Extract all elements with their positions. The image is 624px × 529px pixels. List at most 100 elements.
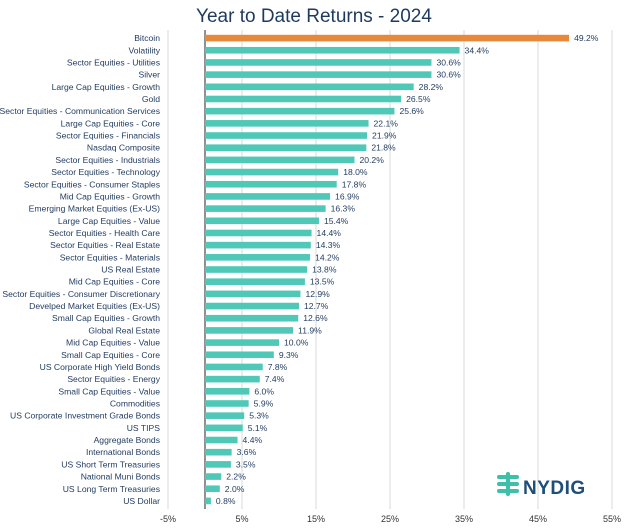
value-label: 3.5% [236, 459, 256, 469]
bar [205, 497, 211, 505]
category-label: Large Cap Equities - Growth [52, 82, 161, 92]
bar [205, 193, 331, 200]
bar [205, 71, 432, 78]
bar [205, 400, 249, 407]
value-label: 11.9% [298, 325, 322, 335]
value-label: 7.8% [268, 362, 288, 372]
value-label: 10.0% [284, 338, 309, 348]
value-label: 12.6% [303, 313, 328, 323]
bar [205, 375, 260, 383]
bar [205, 107, 395, 115]
value-label: 12.9% [305, 289, 330, 299]
category-label: Large Cap Equities - Core [61, 118, 161, 128]
chart-title: Year to Date Returns - 2024 [196, 6, 432, 27]
category-label: Sector Equities - Consumer Staples [24, 179, 160, 189]
bar [205, 388, 250, 395]
value-label: 49.2% [574, 33, 599, 43]
value-label: 9.3% [279, 350, 299, 360]
nydig-logo-icon [497, 472, 519, 496]
bar [205, 217, 319, 225]
category-label: Gold [142, 94, 160, 104]
category-labels: Bitcoin Volatility Sector Equities - Utili… [0, 33, 161, 506]
value-label: 17.8% [342, 179, 367, 189]
category-label: Global Real Estate [88, 325, 160, 335]
value-label: 28.2% [419, 82, 444, 92]
x-tick-label: 15% [307, 514, 325, 524]
bar [205, 95, 402, 103]
value-label: 26.5% [406, 94, 431, 104]
category-label: Aggregate Bonds [94, 435, 160, 445]
bar [205, 278, 305, 285]
value-label: 34.4% [465, 45, 490, 55]
bar [205, 59, 432, 66]
category-label: Small Cap Equities - Value [58, 386, 160, 396]
category-label: Sector Equities - Utilities [67, 57, 160, 67]
category-label: US Real Estate [101, 265, 160, 275]
bar [205, 180, 337, 188]
value-label: 15.4% [324, 216, 349, 226]
category-label: International Bonds [86, 447, 160, 457]
value-label: 20.2% [359, 155, 384, 165]
category-label: Sector Equities - Industrials [55, 155, 160, 165]
value-label: 14.2% [315, 252, 340, 262]
bar [205, 351, 274, 359]
value-label: 4.4% [243, 435, 263, 445]
value-labels: 49.2% 34.4% 30.6% 30.6% 28.2% 26.5% 25.6%22.1%… [216, 33, 599, 506]
value-label: 13.5% [310, 277, 335, 287]
value-label: 5.3% [249, 411, 269, 421]
category-label: Sector Equities - Technology [51, 167, 160, 177]
bar [205, 132, 368, 139]
bar [205, 168, 339, 176]
value-label: 2.0% [225, 484, 245, 494]
bar [205, 412, 245, 419]
bar [205, 314, 299, 322]
bar [205, 46, 460, 54]
value-label: 3.6% [237, 447, 257, 457]
nydig-logo: NYDIG [497, 472, 585, 499]
value-label: 25.6% [399, 106, 424, 116]
bar [205, 254, 311, 261]
category-label: Emerging Market Equities (Ex-US) [29, 204, 160, 214]
category-label: Commodities [110, 398, 160, 408]
value-label: 13.8% [312, 265, 337, 275]
category-label: Sector Equities - Energy [67, 374, 160, 384]
x-tick-label: -5% [160, 514, 176, 524]
category-label: Bitcoin [134, 33, 160, 43]
bar [205, 339, 279, 346]
value-label: 16.9% [335, 191, 360, 201]
bar [205, 205, 326, 212]
bar [205, 436, 238, 444]
bar [205, 424, 243, 432]
category-label: Develped Market Equities (Ex-US) [29, 301, 160, 311]
category-label: Nasdaq Composite [87, 143, 160, 153]
category-label: Mid Cap Equities - Value [66, 338, 160, 348]
bar [205, 120, 369, 127]
bar [205, 363, 263, 371]
x-tick-label: 5% [235, 514, 248, 524]
bar [205, 156, 355, 164]
bar [205, 241, 311, 249]
x-tick-label: 55% [603, 514, 621, 524]
category-label: Mid Cap Equities - Core [69, 277, 160, 287]
category-label: National Muni Bonds [81, 472, 160, 482]
bar [205, 448, 232, 456]
bar [205, 229, 312, 237]
bar [205, 461, 231, 468]
value-label: 14.3% [316, 240, 341, 250]
x-tick-label: 45% [529, 514, 547, 524]
bar [205, 266, 308, 273]
bar [205, 302, 299, 310]
category-label: Sector Equities - Financials [56, 131, 160, 141]
value-label: 0.8% [216, 496, 236, 506]
bar [205, 290, 301, 298]
category-label: US Dollar [123, 496, 160, 506]
category-label: US Short Term Treasuries [61, 459, 160, 469]
value-label: 30.6% [436, 57, 461, 67]
category-label: Sector Equities - Health Care [49, 228, 161, 238]
bar [205, 34, 570, 42]
value-label: 7.4% [265, 374, 285, 384]
category-label: US Corporate High Yield Bonds [40, 362, 160, 372]
value-label: 6.0% [254, 386, 274, 396]
value-label: 30.6% [436, 70, 461, 80]
